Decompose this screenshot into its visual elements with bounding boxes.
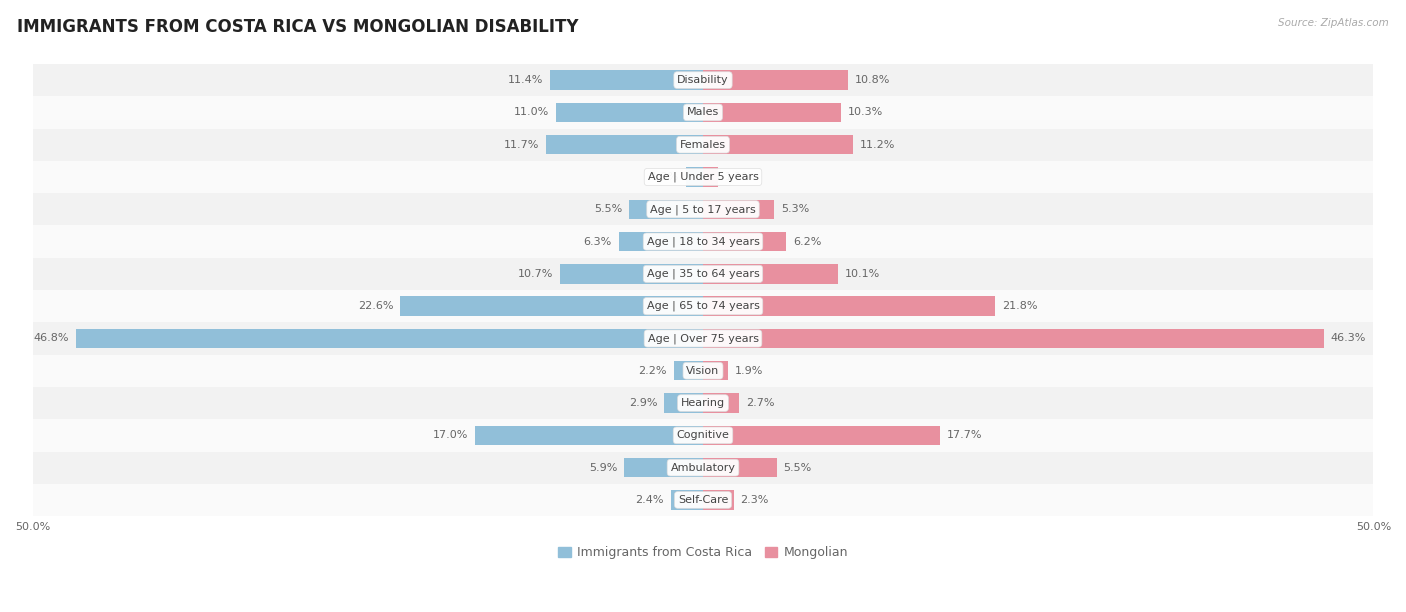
Text: Age | Over 75 years: Age | Over 75 years [648,333,758,344]
Text: Ambulatory: Ambulatory [671,463,735,472]
Bar [32,290,1374,323]
Bar [703,264,838,283]
Text: 1.3%: 1.3% [651,172,679,182]
Bar [32,323,1374,354]
Bar [619,232,703,252]
Bar [673,361,703,381]
Bar [32,484,1374,516]
Text: 10.3%: 10.3% [848,107,883,118]
Text: 17.0%: 17.0% [433,430,468,441]
Text: Age | 18 to 34 years: Age | 18 to 34 years [647,236,759,247]
Text: Males: Males [688,107,718,118]
Legend: Immigrants from Costa Rica, Mongolian: Immigrants from Costa Rica, Mongolian [553,541,853,564]
Text: 21.8%: 21.8% [1002,301,1038,311]
Bar [32,161,1374,193]
Text: Vision: Vision [686,366,720,376]
Bar [546,135,703,154]
Text: 2.2%: 2.2% [638,366,666,376]
Bar [32,225,1374,258]
Bar [32,387,1374,419]
Bar [32,419,1374,452]
Bar [32,354,1374,387]
Bar [624,458,703,477]
Bar [686,167,703,187]
Text: 11.4%: 11.4% [508,75,544,85]
Bar [32,96,1374,129]
Text: 5.3%: 5.3% [780,204,808,214]
Text: Females: Females [681,140,725,150]
Text: 46.8%: 46.8% [34,334,69,343]
Text: 10.7%: 10.7% [517,269,553,279]
Text: Age | 35 to 64 years: Age | 35 to 64 years [647,269,759,279]
Bar [671,490,703,510]
Bar [703,167,717,187]
Text: 2.4%: 2.4% [636,495,664,505]
Text: 11.7%: 11.7% [505,140,540,150]
Text: 5.9%: 5.9% [589,463,617,472]
Bar [703,458,776,477]
Text: Age | 5 to 17 years: Age | 5 to 17 years [650,204,756,215]
Text: Cognitive: Cognitive [676,430,730,441]
Bar [703,200,775,219]
Bar [32,64,1374,96]
Text: 2.3%: 2.3% [741,495,769,505]
Text: Hearing: Hearing [681,398,725,408]
Bar [703,135,853,154]
Text: Self-Care: Self-Care [678,495,728,505]
Bar [703,103,841,122]
Bar [32,258,1374,290]
Text: 1.9%: 1.9% [735,366,763,376]
Bar [32,129,1374,161]
Bar [703,426,941,445]
Text: 2.9%: 2.9% [628,398,658,408]
Text: 6.2%: 6.2% [793,237,821,247]
Bar [703,394,740,412]
Bar [703,70,848,90]
Text: 5.5%: 5.5% [595,204,623,214]
Bar [703,296,995,316]
Text: 11.0%: 11.0% [513,107,548,118]
Text: 10.1%: 10.1% [845,269,880,279]
Bar [560,264,703,283]
Bar [550,70,703,90]
Bar [76,329,703,348]
Bar [703,490,734,510]
Text: 22.6%: 22.6% [357,301,394,311]
Bar [664,394,703,412]
Bar [703,329,1324,348]
Text: 6.3%: 6.3% [583,237,612,247]
Bar [32,193,1374,225]
Bar [703,232,786,252]
Bar [555,103,703,122]
Text: 10.8%: 10.8% [855,75,890,85]
Text: Age | Under 5 years: Age | Under 5 years [648,172,758,182]
Text: Disability: Disability [678,75,728,85]
Bar [630,200,703,219]
Text: 46.3%: 46.3% [1330,334,1365,343]
Text: 1.1%: 1.1% [724,172,752,182]
Text: 17.7%: 17.7% [948,430,983,441]
Bar [399,296,703,316]
Text: 5.5%: 5.5% [783,463,811,472]
Text: IMMIGRANTS FROM COSTA RICA VS MONGOLIAN DISABILITY: IMMIGRANTS FROM COSTA RICA VS MONGOLIAN … [17,18,578,36]
Bar [703,361,728,381]
Text: Source: ZipAtlas.com: Source: ZipAtlas.com [1278,18,1389,28]
Bar [32,452,1374,484]
Bar [475,426,703,445]
Text: 2.7%: 2.7% [747,398,775,408]
Text: Age | 65 to 74 years: Age | 65 to 74 years [647,301,759,312]
Text: 11.2%: 11.2% [860,140,896,150]
